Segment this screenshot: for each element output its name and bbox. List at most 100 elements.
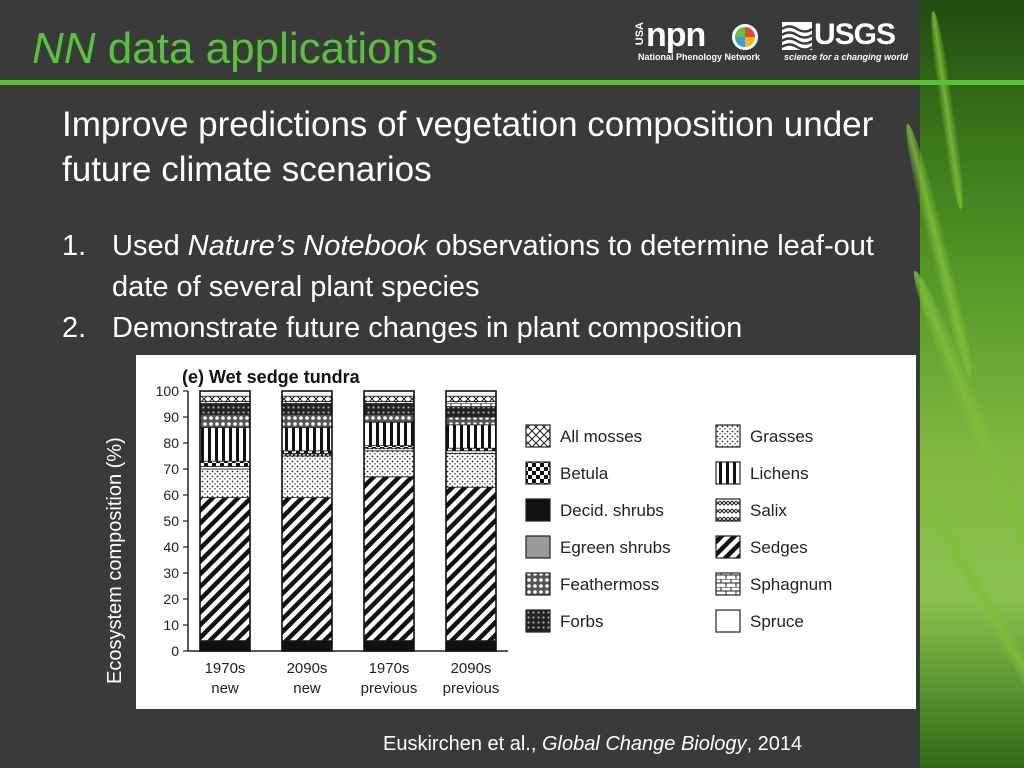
citation-authors: Euskirchen et al.,	[383, 733, 542, 755]
bar-segment-decid-shrubs	[363, 640, 415, 652]
legend-label: Sphagnum	[750, 575, 832, 594]
legend-swatch	[525, 498, 551, 522]
bar-segment-sedges	[199, 497, 251, 642]
bars	[199, 390, 497, 652]
bar-segment-decid-shrubs	[445, 640, 497, 652]
legend-swatch	[525, 424, 551, 448]
bar-segment-forbs	[199, 403, 251, 415]
npn-logo-word: npn	[646, 16, 706, 54]
stacked-bar-chart: (e) Wet sedge tundra 0 10 20 30 40 50 60 70 80 90…	[156, 367, 833, 697]
bar-segment-all-mosses	[363, 395, 415, 402]
bar-segment-all-mosses	[445, 395, 497, 402]
citation-year: , 2014	[746, 733, 803, 755]
bar-outline	[281, 390, 333, 652]
y-tick-label: 90	[163, 409, 179, 425]
legend-swatch	[525, 572, 551, 596]
bullet-list: 1. Used Nature’s Notebook observations t…	[62, 226, 902, 349]
npn-logo: USA npn National Phenology Network	[634, 16, 761, 64]
legend-label: Lichens	[750, 464, 809, 483]
x-tick-label: new	[293, 680, 321, 697]
bar-outline	[199, 390, 251, 652]
legend-swatch	[525, 609, 551, 633]
legend-label: Spruce	[750, 612, 804, 631]
bullet-text: Demonstrate future changes in plant comp…	[112, 308, 902, 349]
slide-subtitle: Improve predictions of vegetation compos…	[62, 105, 874, 189]
bar-segment-all-mosses	[199, 395, 251, 402]
x-tick-label: previous	[361, 680, 418, 697]
legend-label: Forbs	[560, 612, 603, 631]
bar-segment-lichens	[281, 427, 333, 452]
legend-swatch	[715, 424, 741, 448]
npn-logo-subtitle: National Phenology Network	[638, 52, 761, 62]
x-tick-label: previous	[443, 680, 500, 697]
header-rule	[0, 80, 1024, 85]
x-tick-label: 2090s	[287, 660, 328, 677]
legend-label: Sedges	[750, 538, 808, 557]
bar-segment-feathermoss	[281, 414, 333, 428]
legend-label: Decid. shrubs	[560, 501, 664, 520]
npn-globe-icon	[732, 24, 758, 50]
y-tick-label: 100	[156, 383, 180, 399]
y-tick-label: 20	[163, 591, 179, 607]
legend-swatch	[715, 535, 741, 559]
bar-segment-all-mosses	[281, 395, 333, 402]
bar-segment-sedges	[445, 486, 497, 641]
legend: All mosses Betula Decid. shrubs Egreen shru…	[525, 424, 832, 633]
bullet-number: 2.	[62, 312, 87, 344]
bullet-text-pre: Demonstrate future changes in plant comp…	[112, 312, 743, 344]
bar-outline	[445, 390, 497, 652]
bullet-number: 1.	[62, 230, 87, 262]
bullet-item: 2. Demonstrate future changes in plant c…	[62, 308, 902, 349]
slide-title-em: NN	[32, 24, 96, 73]
slide-title-rest: data applications	[107, 24, 439, 73]
x-tick-label: 1970s	[369, 660, 410, 677]
y-tick-label: 0	[171, 643, 179, 659]
bar-segment-forbs	[281, 403, 333, 415]
bullet-item: 1. Used Nature’s Notebook observations t…	[62, 226, 902, 308]
bar-segment-grasses	[281, 455, 333, 498]
bar-segment-decid-shrubs	[199, 640, 251, 652]
legend-swatch	[525, 461, 551, 485]
grass-photo-strip	[898, 0, 1024, 768]
usgs-logo-tagline: science for a changing world	[784, 52, 909, 62]
bar-segment-lichens	[199, 427, 251, 462]
usgs-waves-icon	[782, 22, 812, 50]
legend-label: All mosses	[560, 427, 642, 446]
bar-segment-sphagnum	[445, 401, 497, 408]
y-tick-label: 10	[163, 617, 179, 633]
legend-label: Grasses	[750, 427, 813, 446]
y-axis-title: Ecosystem composition (%)	[104, 437, 126, 684]
bar-segment-lichens	[363, 421, 415, 446]
y-tick-label: 30	[163, 565, 179, 581]
x-tick-label: 2090s	[451, 660, 492, 677]
bar-segment-forbs	[445, 406, 497, 418]
bar-segment-grasses	[445, 453, 497, 488]
slide-title: NN data applications	[32, 24, 438, 74]
bullet-text-pre: Used	[112, 230, 188, 262]
bar-segment-grasses	[363, 450, 415, 478]
y-tick-label: 70	[163, 461, 179, 477]
usgs-logo-word: USGS	[814, 18, 896, 51]
usgs-logo: USGS science for a changing world	[782, 18, 908, 64]
x-tick-labels: 1970s new 2090s new 1970s previous 2090s previo…	[205, 660, 500, 697]
bar-segment-feathermoss	[445, 416, 497, 426]
bullet-text-post: observations to determine leaf-out date …	[112, 230, 874, 303]
citation-journal: Global Change Biology	[541, 733, 747, 755]
bullet-text-italic: Nature’s Notebook	[187, 230, 428, 262]
y-tick-label: 40	[163, 539, 179, 555]
legend-label: Feathermoss	[560, 575, 659, 594]
bar-segment-betula	[199, 460, 251, 467]
legend-label: Egreen shrubs	[560, 538, 671, 557]
legend-swatch	[715, 461, 741, 485]
bar-segment-feathermoss	[199, 414, 251, 428]
legend-label: Salix	[750, 501, 787, 520]
bar-outline	[363, 390, 415, 652]
y-tick-label: 80	[163, 435, 179, 451]
bar-segment-forbs	[363, 403, 415, 415]
bullet-text: Used Nature’s Notebook observations to d…	[112, 226, 902, 308]
y-tick-label: 50	[163, 513, 179, 529]
y-tick-label: 60	[163, 487, 179, 503]
legend-swatch	[715, 572, 741, 596]
grass-blade	[916, 492, 1024, 728]
